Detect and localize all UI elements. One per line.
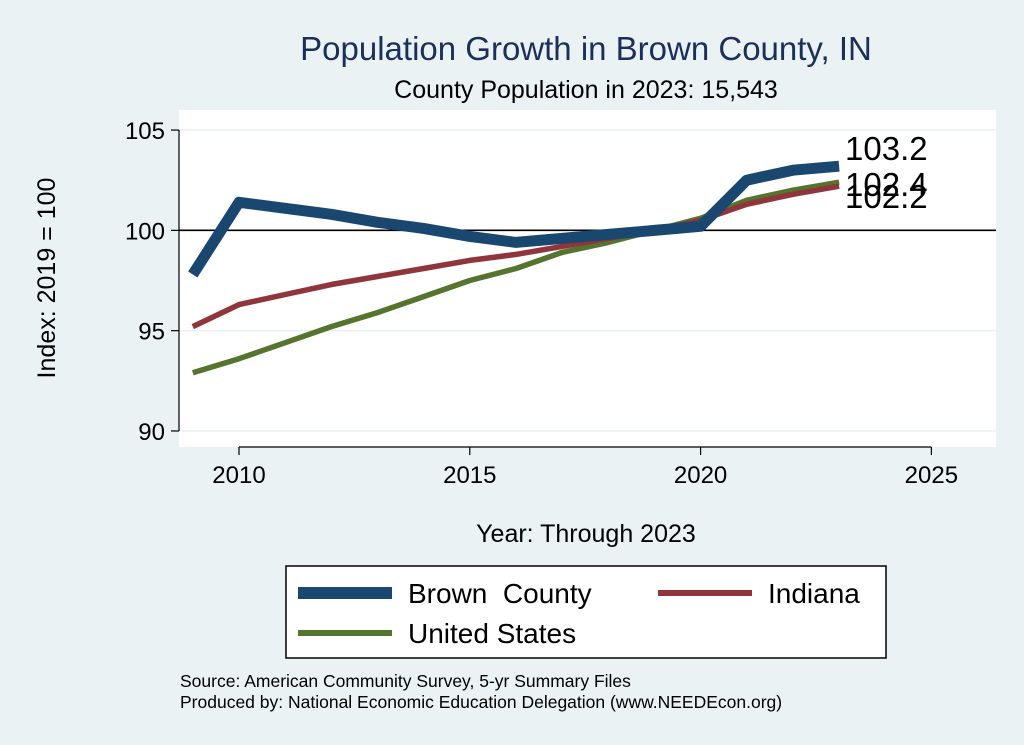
chart-title: Population Growth in Brown County, IN <box>300 30 872 67</box>
y-axis-title: Index: 2019 = 100 <box>33 178 61 379</box>
legend-label-united-states: United States <box>408 618 576 649</box>
x-tick-label-2025: 2025 <box>905 462 958 489</box>
legend: Brown County Indiana United States <box>285 565 887 659</box>
end-label-indiana: 102.2 <box>845 178 928 215</box>
series-lines <box>188 160 840 376</box>
x-axis-title: Year: Through 2023 <box>476 520 696 548</box>
legend-label-indiana: Indiana <box>768 578 860 609</box>
y-tick-label-90: 90 <box>138 419 165 446</box>
y-tick-label-105: 105 <box>125 118 165 145</box>
x-tick-label-2020: 2020 <box>674 462 727 489</box>
series-line-brown-county <box>188 160 840 278</box>
chart-subtitle: County Population in 2023: 15,543 <box>394 76 778 104</box>
series-line-indiana <box>191 183 840 330</box>
end-label-brown-county: 103.2 <box>845 130 928 167</box>
y-tick-label-100: 100 <box>125 218 165 245</box>
series-line-united-states <box>191 179 840 376</box>
source-note: Source: American Community Survey, 5-yr … <box>180 671 631 691</box>
producer-note: Produced by: National Economic Education… <box>180 692 782 712</box>
legend-box <box>285 565 887 659</box>
y-axis: 90 95 100 105 <box>125 118 180 446</box>
end-label-united-states: 102.4 <box>845 166 928 203</box>
plot-area <box>179 110 996 447</box>
legend-label-brown-county: Brown County <box>408 578 592 609</box>
x-axis: 2010 2015 2020 2025 <box>212 446 958 489</box>
x-tick-label-2015: 2015 <box>443 462 496 489</box>
x-tick-label-2010: 2010 <box>212 462 265 489</box>
y-tick-label-95: 95 <box>138 319 165 346</box>
